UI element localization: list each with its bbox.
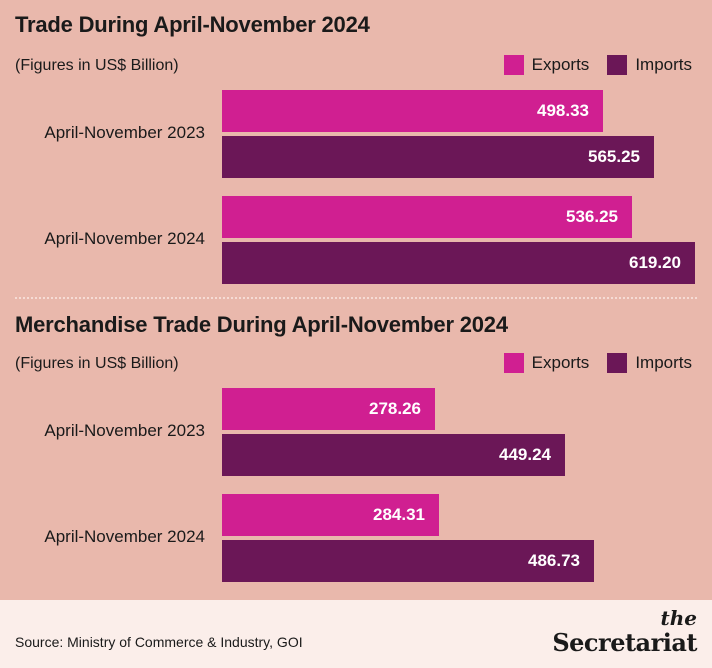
category-label: April-November 2024 (44, 527, 205, 546)
data-label: 619.20 (629, 253, 681, 272)
legend-swatch-imports (607, 55, 628, 75)
divider (15, 297, 697, 299)
legend-label-imports: Imports (635, 55, 692, 74)
legend-swatch-exports (503, 353, 524, 373)
chart-title: Trade During April-November 2024 (15, 12, 370, 37)
data-label: 449.24 (499, 445, 551, 464)
bar-exports: 284.31 (222, 494, 439, 536)
chart-subtitle: (Figures in US$ Billion) (15, 355, 179, 372)
chart-legend: Exports Imports (486, 55, 692, 75)
legend-label-exports: Exports (531, 353, 590, 372)
data-label: 536.25 (566, 207, 618, 226)
bar-imports: 486.73 (222, 540, 594, 582)
data-label: 498.33 (537, 101, 589, 120)
legend-item-exports: Exports (503, 353, 590, 373)
data-label: 486.73 (528, 551, 580, 570)
bar-imports: 449.24 (222, 434, 565, 476)
bar-exports: 498.33 (222, 90, 603, 132)
legend-swatch-exports (503, 55, 524, 75)
legend-item-imports: Imports (607, 353, 692, 373)
category-label: April-November 2024 (44, 229, 205, 248)
bar-exports: 536.25 (222, 196, 632, 238)
legend-swatch-imports (607, 353, 628, 373)
chart-legend: Exports Imports (486, 353, 692, 373)
source-note: Source: Ministry of Commerce & Industry,… (15, 634, 303, 650)
legend-label-imports: Imports (635, 353, 692, 372)
legend-label-exports: Exports (531, 55, 590, 74)
chart-title: Merchandise Trade During April-November … (15, 312, 508, 337)
logo-secretariat: Secretariat (552, 628, 697, 657)
data-label: 284.31 (373, 505, 425, 524)
category-label: April-November 2023 (44, 123, 205, 142)
legend-item-imports: Imports (607, 55, 692, 75)
category-label: April-November 2023 (44, 421, 205, 440)
data-label: 565.25 (588, 147, 640, 166)
logo-the: the (660, 606, 697, 630)
bar-exports: 278.26 (222, 388, 435, 430)
legend-item-exports: Exports (503, 55, 590, 75)
footer: Source: Ministry of Commerce & Industry,… (0, 600, 712, 668)
data-label: 278.26 (369, 399, 421, 418)
bar-imports: 565.25 (222, 136, 654, 178)
publisher-logo: the Secretariat (552, 608, 697, 658)
bar-imports: 619.20 (222, 242, 695, 284)
chart-subtitle: (Figures in US$ Billion) (15, 57, 179, 74)
